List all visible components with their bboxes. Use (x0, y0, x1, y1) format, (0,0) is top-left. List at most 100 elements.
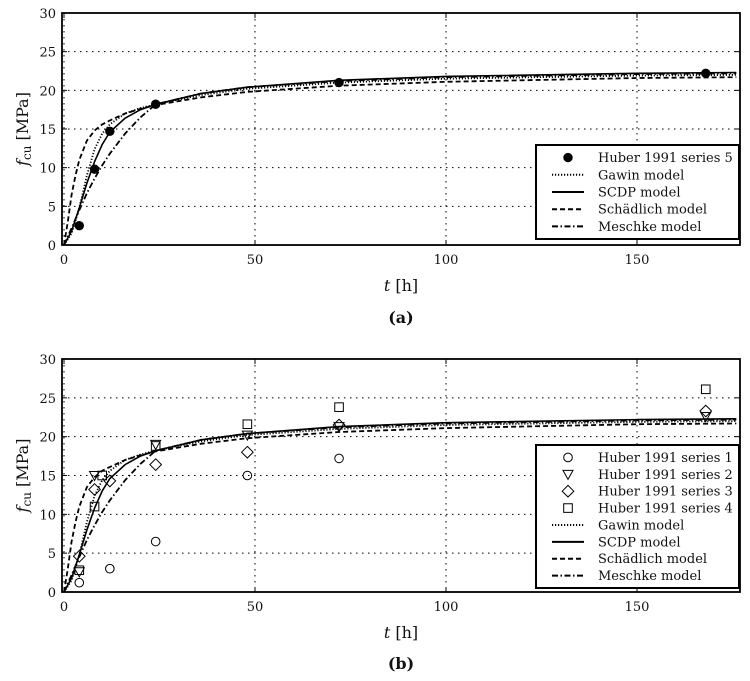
series-sch-dlich-model (63, 76, 737, 245)
legend-item: Schädlich model (552, 552, 707, 567)
data-point (89, 164, 100, 174)
legend-label: Huber 1991 series 3 (598, 485, 733, 500)
legend-label: Huber 1991 series 2 (598, 468, 733, 483)
data-point (73, 567, 86, 578)
x-axis-label: t [h] (384, 276, 418, 295)
legend-item: SCDP model (552, 186, 680, 201)
data-point (105, 563, 115, 574)
series-sch-dlich-model (63, 422, 737, 592)
legend-item: Huber 1991 series 2 (562, 468, 733, 483)
y-axis-label: fcu [MPa] (13, 439, 34, 514)
y-tick-label: 25 (39, 46, 56, 61)
legend-item: Meschke model (552, 569, 701, 584)
legend-item: Huber 1991 series 3 (561, 484, 733, 500)
data-point (242, 419, 253, 430)
y-tick-label: 25 (39, 392, 56, 407)
y-tick-label: 5 (48, 547, 56, 562)
legend-box (535, 444, 740, 589)
legend-item: SCDP model (552, 535, 680, 550)
x-tick-label: 50 (247, 253, 264, 268)
y-axis-label: fcu [MPa] (13, 92, 34, 167)
series-gawin-model (63, 74, 737, 245)
y-tick-label: 10 (39, 508, 56, 523)
y-tick-label: 0 (48, 586, 56, 601)
x-tick-label: 0 (60, 253, 68, 268)
figure-caption: (b) (388, 654, 414, 673)
data-point (333, 422, 345, 433)
legend-marker-icon (563, 503, 573, 513)
legend: Huber 1991 series 5 Gawin model SCDP model… (535, 144, 740, 240)
data-point (74, 565, 85, 576)
legend-label: Huber 1991 series 4 (598, 502, 733, 517)
y-tick-label: 30 (39, 353, 56, 368)
x-tick-label: 150 (625, 600, 650, 615)
legend-marker-icon (562, 469, 574, 481)
legend-label: SCDP model (598, 535, 680, 550)
legend-label: Huber 1991 series 5 (598, 151, 733, 166)
y-tick-label: 0 (48, 239, 56, 254)
data-point (334, 77, 344, 88)
data-point (103, 474, 117, 488)
axes: 0 5 10 15 20 25 30 0 50 100 150 (39, 7, 740, 268)
data-point (334, 402, 344, 412)
data-point (699, 404, 713, 418)
x-tick-label: 100 (434, 600, 459, 615)
data-point (149, 458, 163, 472)
legend-item: Huber 1991 series 1 (563, 451, 733, 466)
plot-frame (61, 12, 741, 246)
legend-label: Gawin model (598, 168, 684, 183)
data-point (150, 99, 161, 109)
series-meschke-model (63, 72, 737, 245)
data-point (88, 482, 102, 496)
legend: Huber 1991 series 1 Huber 1991 series 2 Hu… (535, 444, 740, 589)
x-tick-label: 100 (434, 253, 459, 268)
data-point (89, 501, 100, 512)
data-point (72, 549, 86, 563)
y-tick-label: 10 (39, 162, 56, 177)
legend-label: Schädlich model (598, 552, 707, 567)
legend-label: SCDP model (598, 186, 680, 201)
x-axis-label: t [h] (384, 623, 418, 642)
y-tick-label: 15 (39, 123, 56, 138)
data-point (242, 470, 253, 481)
x-tick-label: 150 (625, 253, 650, 268)
data-point (105, 126, 115, 137)
legend-marker-icon (563, 152, 573, 163)
data-point (149, 439, 162, 451)
data-point (699, 411, 712, 423)
data-point (700, 384, 711, 395)
legend-marker-icon (561, 484, 575, 498)
data-point (241, 430, 254, 442)
legend-label: Gawin model (598, 518, 684, 533)
legend-item: Schädlich model (552, 203, 707, 218)
x-tick-label: 0 (60, 600, 68, 615)
data-point (334, 453, 344, 464)
series-meschke-model (63, 418, 737, 592)
chart-panel-b: 0 5 10 15 20 25 30 0 50 100 150 fcu [MPa] t [h] (b) Hu… (13, 353, 741, 673)
legend-item: Gawin model (552, 518, 684, 533)
plot-area (63, 68, 737, 245)
data-point (150, 536, 161, 547)
y-tick-label: 20 (39, 84, 56, 99)
legend-label: Schädlich model (598, 203, 707, 218)
data-point (88, 471, 101, 482)
legend-marker-icon (563, 452, 573, 463)
data-point (150, 441, 161, 451)
legend-item: Gawin model (552, 168, 684, 183)
y-tick-label: 5 (48, 200, 56, 215)
legend-label: Meschke model (598, 220, 701, 235)
x-tick-label: 50 (247, 600, 264, 615)
data-point (332, 418, 346, 432)
data-point (240, 445, 254, 459)
data-point (701, 68, 711, 79)
y-tick-label: 30 (39, 7, 56, 22)
legend-item: Huber 1991 series 4 (563, 502, 733, 517)
data-point (74, 220, 84, 231)
figure-caption: (a) (388, 308, 414, 327)
y-tick-label: 20 (39, 431, 56, 446)
axes: 0 5 10 15 20 25 30 0 50 100 150 (39, 353, 740, 615)
legend-item: Huber 1991 series 5 (563, 151, 733, 166)
data-point (97, 470, 108, 481)
plot-area (63, 384, 737, 592)
